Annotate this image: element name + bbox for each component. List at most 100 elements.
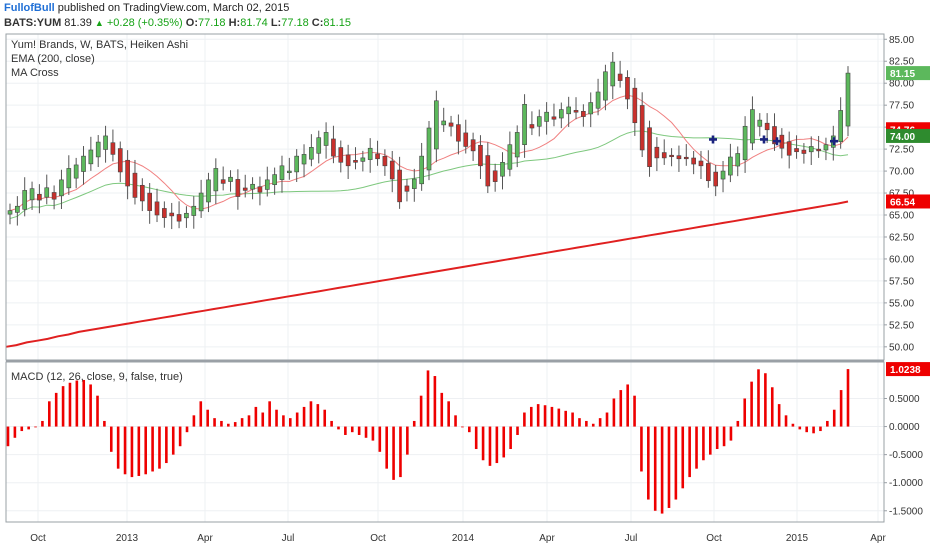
- macd-bar: [647, 426, 650, 500]
- legend-ma-cross: MA Cross: [11, 67, 59, 79]
- macd-histogram: [6, 369, 850, 514]
- candle-up: [544, 111, 549, 122]
- candle-down: [397, 169, 402, 203]
- candle-up: [29, 188, 35, 201]
- candle-down: [683, 156, 689, 160]
- macd-bar: [571, 412, 574, 427]
- candle-down: [573, 110, 579, 113]
- macd-bar: [633, 395, 636, 427]
- header-quote: BATS:YUM 81.39 ▲ +0.28 (+0.35%) O:77.18 …: [4, 17, 351, 29]
- macd-bar: [89, 384, 92, 427]
- macd-bar: [165, 426, 168, 464]
- candle-up: [59, 179, 64, 197]
- candle-up: [264, 179, 270, 190]
- price-pane-frame: [5, 33, 885, 361]
- candle-down: [661, 152, 667, 159]
- macd-bar: [585, 420, 588, 427]
- macd-bar: [385, 426, 388, 469]
- candle-up: [522, 103, 527, 145]
- macd-bar: [454, 415, 457, 427]
- macd-bar: [502, 426, 506, 458]
- candle-down: [676, 155, 682, 160]
- candles: [7, 52, 851, 230]
- macd-bar: [54, 392, 58, 427]
- author-link[interactable]: FullofBull: [4, 2, 55, 14]
- macd-bar: [578, 418, 581, 427]
- macd-bar: [48, 401, 51, 427]
- candle-down: [117, 148, 123, 173]
- candle-down: [375, 153, 380, 160]
- candle-up: [500, 161, 505, 177]
- macd-title: MACD (12, 26, close, 9, false, true): [11, 371, 183, 383]
- x-tick-label: Oct: [370, 533, 386, 544]
- candle-down: [353, 160, 358, 163]
- candle-up: [419, 155, 424, 185]
- macd-bar: [495, 426, 499, 464]
- high-label: H:: [228, 17, 241, 29]
- price-tag: [886, 128, 930, 143]
- macd-tag-text: 1.0238: [890, 365, 921, 376]
- y-tick-label: 52.50: [889, 320, 914, 331]
- y-tick-label: 57.50: [889, 276, 914, 287]
- macd-bar: [344, 426, 347, 435]
- candle-up: [287, 170, 292, 174]
- candle-down: [478, 144, 483, 167]
- candle-down: [713, 171, 719, 187]
- candle-up: [316, 137, 322, 154]
- main-title: Yum! Brands, W, BATS, Heiken Ashi: [11, 39, 188, 51]
- candle-up: [720, 170, 726, 180]
- candle-down: [706, 163, 711, 182]
- y-tick-label: 50.00: [889, 342, 914, 353]
- macd-bar: [399, 426, 402, 478]
- candle-down: [772, 126, 777, 145]
- macd-bar: [178, 426, 182, 447]
- candle-down: [786, 141, 792, 156]
- axis-labels: Oct 2013 Apr Jul Oct 2014 Apr Jul Oct 2015 Apr 85.0…: [30, 35, 923, 544]
- candle-down: [169, 212, 175, 217]
- ema200-line: [5, 200, 849, 348]
- macd-bar: [523, 412, 526, 427]
- candle-up: [66, 168, 72, 189]
- candle-down: [235, 179, 241, 197]
- candle-down: [581, 110, 586, 117]
- change-value: +0.28 (+0.35%): [106, 17, 183, 29]
- macd-bar: [626, 384, 629, 427]
- candle-up: [184, 212, 189, 219]
- macd-bar: [605, 412, 609, 427]
- ma-cross-markers: [709, 135, 838, 146]
- x-tick-label: Jul: [282, 533, 295, 544]
- x-tick-label: Jul: [625, 533, 638, 544]
- macd-bar: [543, 405, 547, 427]
- y-tick-label: 65.00: [889, 211, 914, 222]
- macd-bar: [702, 426, 705, 461]
- candle-up: [103, 135, 108, 150]
- candle-up: [757, 119, 763, 127]
- macd-y-tick-label: -0.5000: [889, 450, 923, 461]
- macd-bar: [750, 381, 753, 427]
- macd-bar: [488, 426, 492, 466]
- macd-bar: [103, 420, 106, 427]
- macd-bar: [812, 426, 815, 434]
- candle-up: [367, 147, 373, 160]
- macd-bar: [20, 426, 24, 432]
- candle-down: [404, 185, 410, 192]
- macd-bar: [27, 426, 30, 430]
- macd-y-tick-label: 0.5000: [889, 394, 920, 405]
- candle-up: [426, 127, 432, 171]
- macd-bar: [220, 420, 223, 427]
- candle-down: [456, 124, 461, 142]
- macd-bar: [653, 426, 657, 511]
- candle-up: [434, 100, 439, 150]
- open-label: O:: [185, 17, 199, 29]
- macd-bar: [447, 401, 450, 427]
- candle-up: [514, 132, 520, 158]
- candle-down: [139, 184, 145, 202]
- candle-down: [485, 155, 491, 187]
- candle-down: [625, 77, 630, 100]
- candle-up: [838, 110, 843, 142]
- price-tag-text: 74.00: [890, 132, 915, 143]
- y-tick-label: 60.00: [889, 254, 914, 265]
- candle-down: [37, 193, 42, 201]
- macd-bar: [316, 404, 320, 427]
